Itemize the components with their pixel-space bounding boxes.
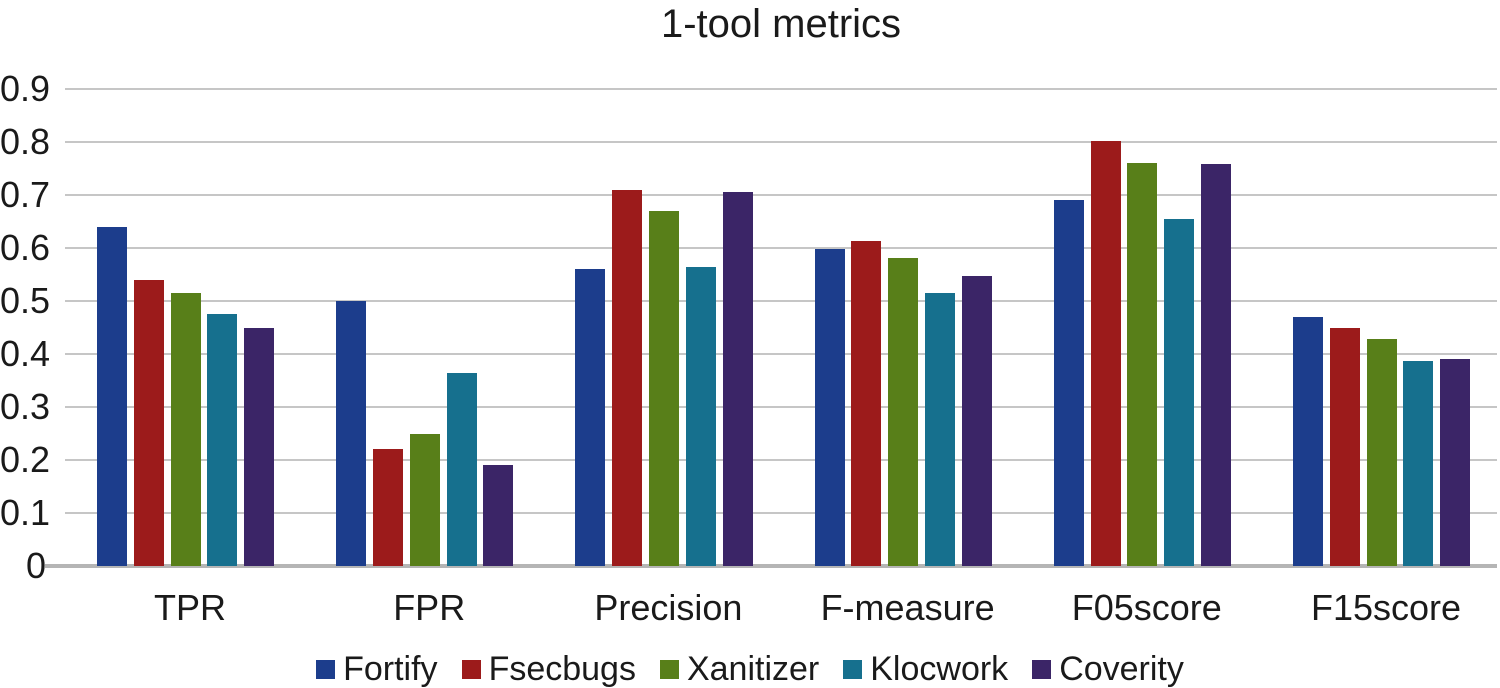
bar-F-measure-Fsecbugs	[851, 241, 882, 566]
x-axis-label: F05score	[1071, 587, 1222, 628]
legend-label: Xanitizer	[686, 650, 820, 688]
bar-TPR-Coverity	[244, 327, 275, 566]
bar-F-measure-Coverity	[961, 276, 992, 566]
legend-item-Fortify: Fortify	[316, 650, 438, 688]
bar-FPR-Fortify	[336, 301, 367, 566]
bar-FPR-Coverity	[483, 465, 514, 566]
bar-F-measure-Klocwork	[925, 292, 955, 566]
legend-swatch-icon	[1032, 659, 1052, 679]
legend-label: Fortify	[343, 650, 438, 688]
y-axis-label: 0.2	[0, 439, 51, 480]
y-axis-label: 0.9	[0, 68, 51, 109]
bar-F-measure-Fortify	[814, 249, 845, 566]
bar-Precision-Fsecbugs	[612, 189, 643, 566]
bar-Precision-Fortify	[575, 269, 606, 566]
bar-TPR-Klocwork	[207, 314, 238, 567]
y-axis-label: 0.4	[0, 333, 51, 374]
legend-item-Coverity: Coverity	[1032, 650, 1184, 688]
bar-F05score-Fortify	[1053, 200, 1084, 566]
gridline	[65, 459, 1497, 461]
legend-item-Fsecbugs: Fsecbugs	[461, 650, 636, 688]
y-axis-label: 0.7	[0, 174, 51, 215]
bar-F-measure-Xanitizer	[888, 257, 919, 566]
bar-F15score-Coverity	[1440, 359, 1471, 566]
legend-label: Coverity	[1059, 650, 1184, 688]
legend-swatch-icon	[843, 659, 863, 679]
bar-Precision-Coverity	[722, 192, 753, 566]
gridline	[65, 512, 1497, 514]
bar-FPR-Xanitizer	[409, 433, 440, 566]
y-axis-label: 0.1	[0, 492, 51, 533]
x-axis-label: F-measure	[820, 587, 995, 628]
chart-title: 1-tool metrics	[660, 2, 902, 46]
x-axis-label: F15score	[1310, 587, 1462, 628]
bar-F05score-Coverity	[1201, 164, 1231, 566]
legend-item-Klocwork: Klocwork	[843, 650, 1008, 688]
legend-item-Xanitizer: Xanitizer	[659, 650, 820, 688]
bar-TPR-Fsecbugs	[133, 279, 164, 566]
x-axis-line	[45, 564, 1497, 568]
bar-F15score-Xanitizer	[1366, 339, 1397, 566]
y-axis-label: 0	[25, 545, 46, 586]
legend: Fortify Fsecbugs Xanitizer Klocwork Coverity	[0, 649, 1500, 688]
gridline	[65, 141, 1497, 143]
bar-F05score-Fsecbugs	[1090, 140, 1121, 566]
legend-swatch-icon	[659, 659, 679, 679]
gridline	[65, 353, 1497, 355]
bar-F15score-Fortify	[1293, 316, 1323, 566]
legend-label: Fsecbugs	[488, 650, 636, 688]
legend-label: Klocwork	[870, 650, 1009, 688]
bar-F05score-Xanitizer	[1127, 163, 1158, 566]
bar-Precision-Xanitizer	[649, 210, 679, 566]
bar-TPR-Fortify	[97, 226, 127, 566]
gridline	[65, 194, 1497, 196]
legend-swatch-icon	[316, 659, 336, 679]
bar-FPR-Klocwork	[446, 372, 477, 566]
bar-TPR-Xanitizer	[170, 293, 201, 566]
x-axis-label: Precision	[594, 587, 743, 628]
gridline	[65, 406, 1497, 408]
gridline	[65, 300, 1497, 302]
bar-Precision-Klocwork	[685, 266, 716, 566]
bar-FPR-Fsecbugs	[373, 449, 403, 566]
y-axis-label: 0.8	[0, 121, 51, 162]
x-axis-label: TPR	[154, 587, 226, 628]
gridline	[65, 247, 1497, 249]
y-axis-label: 0.5	[0, 280, 51, 321]
gridline	[65, 88, 1497, 90]
bar-F05score-Klocwork	[1164, 219, 1195, 566]
x-axis-label: FPR	[393, 587, 466, 628]
bar-F15score-Klocwork	[1403, 360, 1434, 566]
bar-F15score-Fsecbugs	[1329, 327, 1360, 566]
y-axis-label: 0.6	[0, 227, 51, 268]
y-axis-label: 0.3	[0, 386, 51, 427]
legend-swatch-icon	[461, 659, 481, 679]
